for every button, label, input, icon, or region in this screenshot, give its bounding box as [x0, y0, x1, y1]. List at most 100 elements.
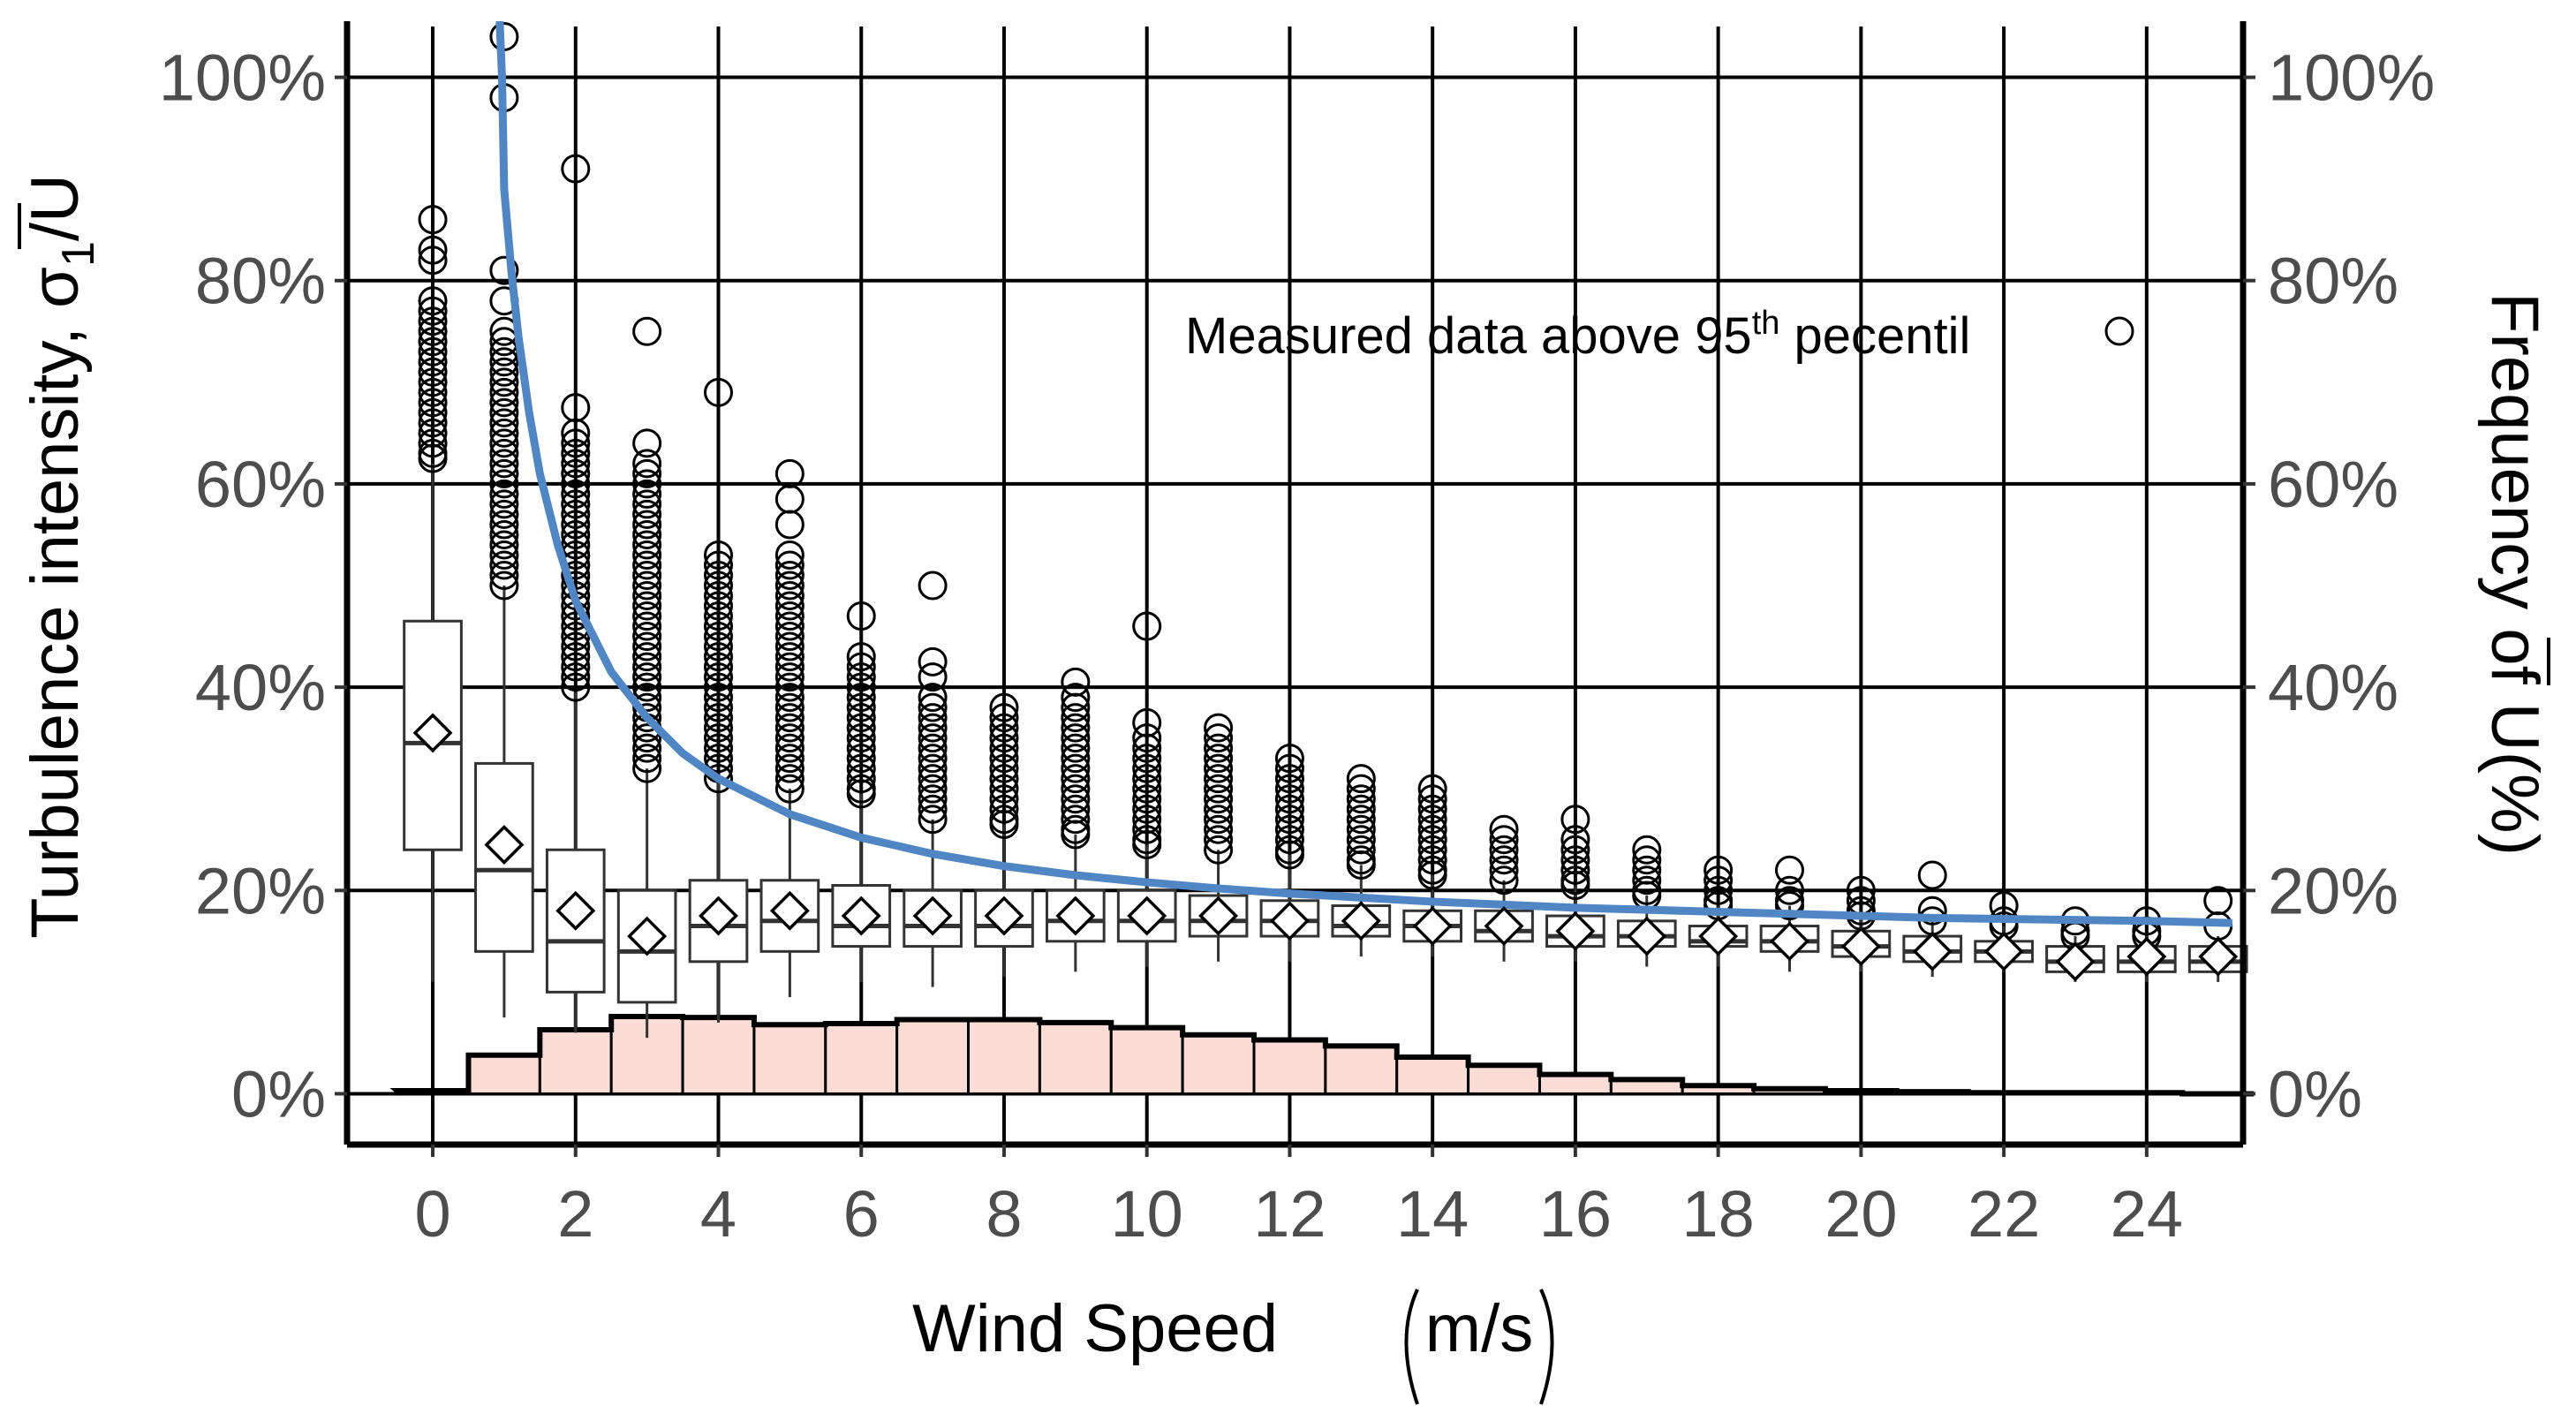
outlier-point	[846, 744, 876, 774]
outlier-point	[561, 393, 591, 423]
outlier-point	[1061, 805, 1091, 835]
outlier-point	[1489, 855, 1519, 885]
mean-marker	[1983, 931, 2024, 971]
outlier-point	[1560, 805, 1590, 835]
outlier-point	[561, 154, 591, 184]
x-tick-label: 14	[1396, 1177, 1469, 1251]
x-axis-paren-right	[1539, 1289, 1554, 1405]
box-iqr	[403, 619, 463, 851]
outlier-point	[632, 489, 662, 519]
outlier-point	[418, 246, 448, 276]
outlier-point	[989, 764, 1019, 794]
frequency-bar	[752, 1023, 827, 1095]
outlier-point	[704, 377, 734, 407]
mean-marker	[555, 890, 596, 931]
outlier-point	[989, 753, 1019, 783]
outlier-point	[418, 388, 448, 418]
outlier-point	[561, 672, 591, 702]
outlier-point	[846, 672, 876, 702]
outlier-point	[418, 357, 448, 387]
outlier-point	[1274, 753, 1304, 783]
outlier-point	[1132, 814, 1162, 844]
outlier-point	[704, 622, 734, 652]
mean-marker	[1484, 906, 1524, 947]
outlier-point	[704, 692, 734, 722]
outlier-point	[1204, 794, 1234, 824]
outlier-point	[418, 205, 448, 235]
outlier-point	[774, 723, 805, 753]
outlier-point	[846, 713, 876, 743]
outlier-point	[632, 601, 662, 631]
y-left-axis-title: Turbulence intensity, σ1/U	[18, 174, 104, 939]
mean-marker	[699, 896, 738, 936]
legend: Measured data above 95th pecentil	[1185, 305, 2134, 365]
outlier-point	[489, 510, 519, 540]
outlier-point	[632, 469, 662, 499]
outlier-point	[704, 591, 734, 621]
outlier-point	[774, 672, 805, 702]
outlier-point	[418, 438, 448, 468]
outlier-point	[774, 764, 805, 794]
outlier-point	[846, 753, 876, 783]
tick-labels: 0 2 4 6 8 10 12 14 16 18 20 22 240% 0%20% 20%40% 40%60%…	[159, 42, 2436, 1251]
outlier-point	[774, 642, 805, 672]
outlier-point	[918, 683, 948, 713]
outlier-point	[1417, 794, 1447, 824]
outlier-point	[774, 622, 805, 652]
outlier-point	[704, 733, 734, 763]
x-axis-title: Wind Speed m/s	[912, 1289, 1554, 1405]
frequency-bar	[538, 1028, 613, 1095]
outlier-point	[489, 530, 519, 560]
outlier-point	[632, 530, 662, 560]
outlier-point	[632, 622, 662, 652]
outlier-point	[1132, 611, 1162, 641]
outlier-point	[561, 458, 591, 488]
outlier-point	[1560, 835, 1590, 865]
outlier-point	[1204, 835, 1234, 865]
outlier-point	[918, 784, 948, 814]
outlier-point	[489, 438, 519, 468]
x-tick-label: 4	[700, 1177, 737, 1251]
outlier-point	[704, 744, 734, 774]
mean-marker	[1269, 901, 1310, 941]
outlier-point	[632, 499, 662, 529]
mean-marker	[912, 896, 953, 936]
y-left-tick-label: 80%	[195, 245, 326, 318]
mean-marker	[1840, 926, 1881, 967]
outlier-point	[774, 581, 805, 611]
outlier-point	[774, 571, 805, 601]
outlier-point	[489, 519, 519, 549]
outlier-point	[418, 316, 448, 346]
outlier-point	[1417, 774, 1447, 804]
x-tick-label: 18	[1681, 1177, 1754, 1251]
outlier-point	[1204, 814, 1234, 844]
outlier-point	[632, 510, 662, 540]
outlier-point	[918, 662, 948, 692]
outlier-point	[1132, 753, 1162, 783]
outlier-point	[774, 550, 805, 580]
outlier-point	[632, 744, 662, 774]
outlier-point	[1204, 713, 1234, 743]
outlier-point	[1061, 733, 1091, 763]
outlier-point	[632, 611, 662, 641]
outlier-point	[632, 458, 662, 488]
x-tick-label: 12	[1253, 1177, 1326, 1251]
outlier-point	[774, 611, 805, 641]
outlier-point	[704, 713, 734, 743]
outlier-point	[489, 499, 519, 529]
outlier-point	[704, 662, 734, 692]
outlier-point	[418, 327, 448, 357]
outlier-point	[1917, 896, 1947, 926]
legend-marker	[2104, 316, 2134, 346]
outlier-point	[2203, 886, 2233, 916]
outlier-point	[632, 642, 662, 672]
outlier-point	[1346, 814, 1376, 844]
outlier-point	[1132, 744, 1162, 774]
outlier-point	[1204, 784, 1234, 814]
outlier-point	[418, 367, 448, 397]
y-right-tick-label: 40%	[2268, 651, 2398, 724]
outlier-point	[1061, 753, 1091, 783]
outlier-point	[989, 723, 1019, 753]
outlier-point	[1703, 875, 1734, 905]
outlier-point	[918, 646, 948, 676]
